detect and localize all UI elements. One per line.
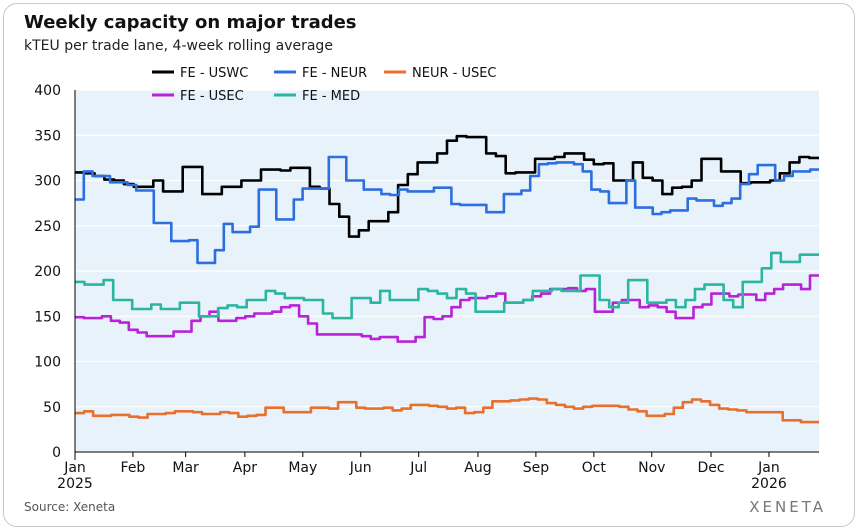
x-tick-year: 2025 (57, 476, 93, 492)
y-tick-label: 0 (52, 445, 61, 461)
y-tick-label: 300 (34, 174, 61, 190)
y-tick-label: 200 (34, 264, 61, 280)
y-tick-label: 50 (43, 400, 61, 416)
series-lines (75, 134, 819, 424)
x-tick-label: Jan (757, 460, 780, 476)
x-tick-label: Aug (464, 460, 491, 476)
x-tick-label: Dec (697, 460, 724, 476)
x-tick-year: 2026 (751, 476, 787, 492)
x-tick-label: Jul (409, 460, 427, 476)
x-tick-label: Jun (349, 460, 372, 476)
x-tick-label: Feb (121, 460, 146, 476)
chart-subtitle: kTEU per trade lane, 4-week rolling aver… (24, 38, 333, 54)
x-tick-label: Nov (638, 460, 665, 476)
y-tick-label: 350 (34, 128, 61, 144)
x-tick-label: Jan (63, 460, 86, 476)
legend-label: FE - NEUR (302, 66, 367, 81)
y-tick-label: 250 (34, 219, 61, 235)
x-tick-label: May (288, 460, 317, 476)
x-tick-label: Apr (233, 460, 257, 476)
series-line-2 (75, 397, 819, 424)
legend: FE - USWC FE - NEUR NEUR - USEC FE - USEC FE… (152, 66, 497, 104)
series-line-0 (75, 134, 819, 238)
legend-label: FE - USEC (180, 89, 244, 104)
xeneta-logo: XENETA (749, 498, 826, 516)
y-tick-label: 400 (34, 83, 61, 99)
source-note: Source: Xeneta (24, 500, 116, 514)
y-tick-label: 100 (34, 355, 61, 371)
x-tick-label: Sep (523, 460, 550, 476)
legend-label: NEUR - USEC (412, 66, 497, 81)
y-tick-label: 150 (34, 309, 61, 325)
legend-label: FE - MED (302, 89, 360, 104)
x-tick-label: Mar (172, 460, 199, 476)
chart-title: Weekly capacity on major trades (24, 12, 357, 33)
legend-label: FE - USWC (180, 66, 248, 81)
x-tick-label: Oct (582, 460, 607, 476)
series-line-1 (75, 155, 819, 265)
series-line-4 (75, 251, 819, 320)
